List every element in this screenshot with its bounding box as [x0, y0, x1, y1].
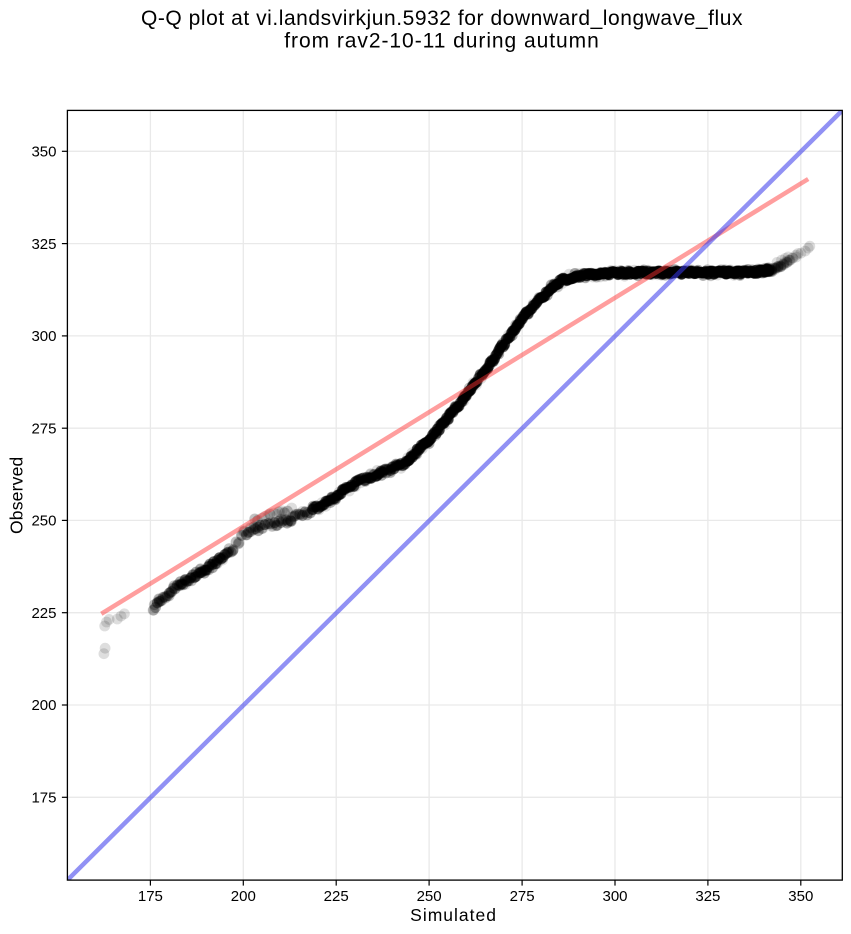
svg-text:350: 350: [31, 144, 56, 161]
svg-text:Simulated: Simulated: [410, 905, 497, 925]
svg-text:325: 325: [695, 888, 720, 905]
svg-text:200: 200: [31, 697, 56, 714]
svg-text:225: 225: [31, 605, 56, 622]
svg-text:175: 175: [138, 888, 163, 905]
svg-text:250: 250: [417, 888, 442, 905]
svg-text:Q-Q plot at vi.landsvirkjun.59: Q-Q plot at vi.landsvirkjun.5932 for dow…: [141, 7, 743, 30]
svg-text:300: 300: [31, 328, 56, 345]
svg-text:325: 325: [31, 236, 56, 253]
svg-text:275: 275: [510, 888, 535, 905]
svg-text:175: 175: [31, 790, 56, 807]
svg-text:Observed: Observed: [6, 457, 26, 534]
svg-text:from rav2-10-11 during autumn: from rav2-10-11 during autumn: [284, 30, 599, 53]
svg-text:275: 275: [31, 420, 56, 437]
svg-text:300: 300: [602, 888, 627, 905]
svg-text:350: 350: [788, 888, 813, 905]
svg-text:250: 250: [31, 513, 56, 530]
svg-text:200: 200: [231, 888, 256, 905]
svg-text:225: 225: [324, 888, 349, 905]
